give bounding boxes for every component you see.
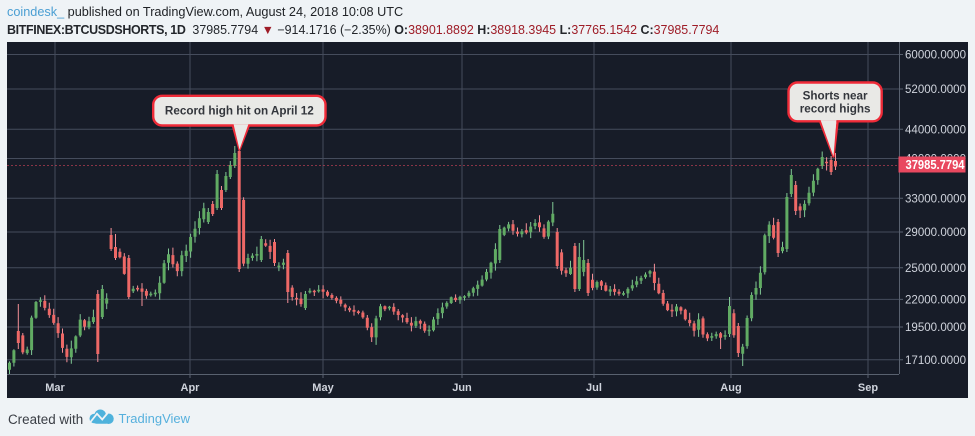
svg-text:60000.0000: 60000.0000: [905, 48, 966, 62]
svg-text:Mar: Mar: [45, 382, 65, 394]
svg-text:Sep: Sep: [858, 382, 878, 394]
svg-text:Jun: Jun: [452, 382, 472, 394]
svg-text:Aug: Aug: [720, 382, 741, 394]
svg-text:25000.0000: 25000.0000: [905, 261, 966, 275]
svg-text:22000.0000: 22000.0000: [905, 293, 966, 307]
svg-text:33000.0000: 33000.0000: [905, 192, 966, 206]
svg-text:May: May: [312, 382, 334, 394]
svg-text:44000.0000: 44000.0000: [905, 123, 966, 137]
svg-text:Shorts near: Shorts near: [803, 89, 868, 102]
svg-text:19500.0000: 19500.0000: [905, 320, 966, 334]
svg-text:52000.0000: 52000.0000: [905, 82, 966, 96]
svg-text:record highs: record highs: [800, 102, 871, 115]
svg-text:37985.7794: 37985.7794: [906, 158, 965, 172]
svg-text:17100.0000: 17100.0000: [905, 353, 966, 367]
svg-text:Jul: Jul: [586, 382, 602, 394]
svg-text:29000.0000: 29000.0000: [905, 225, 966, 239]
svg-text:Record high hit on April 12: Record high hit on April 12: [165, 105, 314, 118]
svg-text:Apr: Apr: [181, 382, 201, 394]
